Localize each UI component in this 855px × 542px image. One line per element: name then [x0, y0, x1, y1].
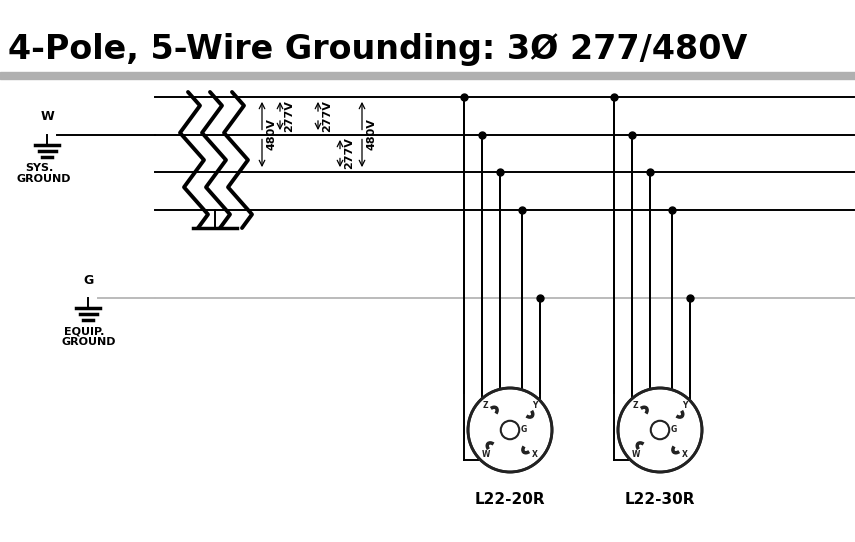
Text: W: W [40, 111, 54, 124]
Text: 480V: 480V [266, 119, 276, 151]
Text: 277V: 277V [322, 100, 332, 132]
Text: G: G [670, 425, 676, 435]
Text: L22-20R: L22-20R [475, 492, 545, 507]
Text: X: X [532, 450, 537, 459]
Bar [0, 72, 855, 79]
Circle shape [468, 388, 552, 472]
Text: 277V: 277V [344, 138, 354, 170]
Text: 277V: 277V [284, 100, 294, 132]
Text: W: W [481, 450, 490, 459]
Text: G: G [521, 425, 527, 435]
Text: SYS.: SYS. [25, 163, 53, 173]
Text: GROUND: GROUND [17, 174, 71, 184]
Text: X: X [681, 450, 687, 459]
Text: 4-Pole, 5-Wire Grounding: 3Ø 277/480V: 4-Pole, 5-Wire Grounding: 3Ø 277/480V [8, 34, 747, 67]
Circle shape [618, 388, 702, 472]
Text: L22-30R: L22-30R [625, 492, 695, 507]
Text: W: W [632, 450, 640, 459]
Text: Z: Z [483, 401, 488, 410]
Text: Y: Y [681, 401, 687, 410]
Text: Z: Z [633, 401, 639, 410]
Text: EQUIP.: EQUIP. [64, 326, 104, 336]
Text: GROUND: GROUND [62, 337, 116, 347]
Text: Y: Y [532, 401, 537, 410]
Text: G: G [83, 274, 93, 287]
Text: 480V: 480V [366, 119, 376, 151]
